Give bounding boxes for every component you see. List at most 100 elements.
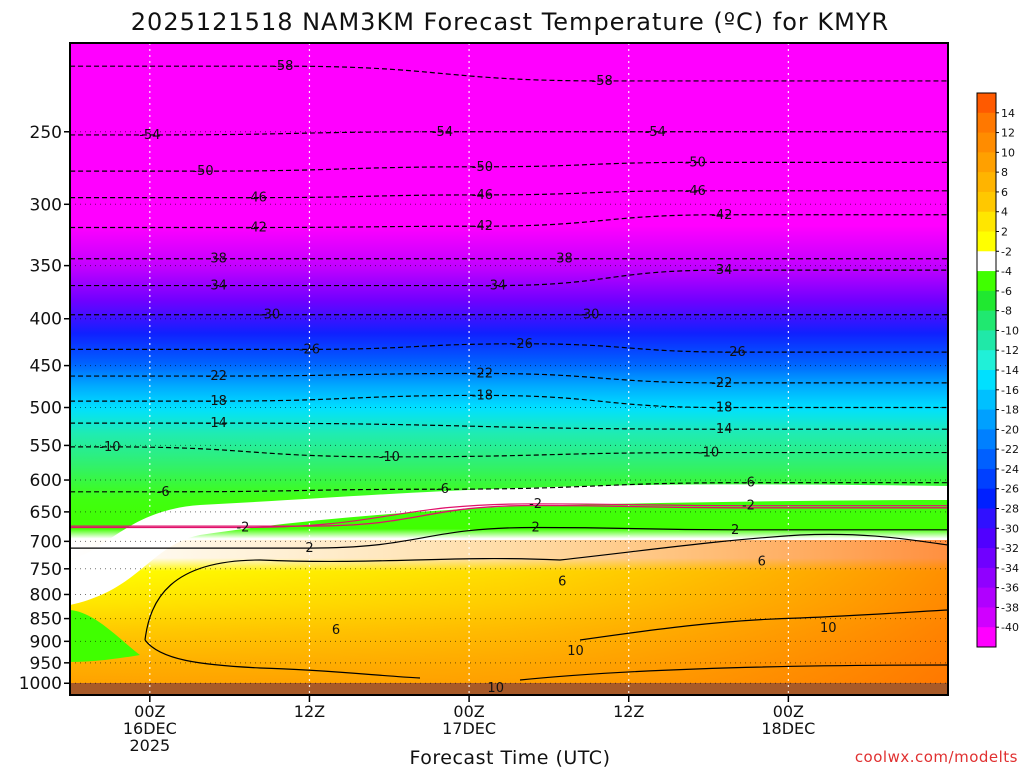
credit-link[interactable]: coolwx.com/modelts xyxy=(855,748,1018,766)
x-tick-label: 18DEC xyxy=(761,719,815,738)
isotherm-line xyxy=(70,526,948,549)
isotherm-6-line xyxy=(144,533,948,641)
colorbar-label: -18 xyxy=(1001,404,1019,417)
plot-frame xyxy=(69,42,949,696)
isotherm-label: -10 xyxy=(379,450,400,465)
y-tick-label: 650 xyxy=(30,503,62,523)
colorbar-label: -36 xyxy=(1001,582,1019,595)
x-axis-label: Forecast Time (UTC) xyxy=(410,747,611,768)
isotherm-label: -50 xyxy=(192,164,213,179)
y-tick-label: 300 xyxy=(30,195,62,215)
isotherm-label: -26 xyxy=(725,345,746,360)
colorbar-swatch xyxy=(977,508,996,529)
isotherm-label: -54 xyxy=(645,125,666,140)
colorbar-label: -34 xyxy=(1001,562,1019,575)
colorbar-label: 2 xyxy=(1001,226,1008,239)
isotherm-label: 10 xyxy=(487,681,504,696)
isotherm-line xyxy=(70,422,948,430)
colorbar-label: -12 xyxy=(1001,344,1019,357)
isotherm-label: -6 xyxy=(742,476,755,491)
colorbar-swatch xyxy=(977,172,996,193)
isotherm-label: -18 xyxy=(711,401,732,416)
isotherm-label: -22 xyxy=(711,376,732,391)
y-tick-label: 700 xyxy=(30,532,62,552)
isotherm-label: -42 xyxy=(246,220,267,235)
isotherm-label: -50 xyxy=(472,160,493,175)
colorbar-label: -14 xyxy=(1001,364,1019,377)
colorbar-swatch xyxy=(977,350,996,371)
ground-strip xyxy=(70,683,948,695)
isotherm-label: -54 xyxy=(432,125,453,140)
isotherm-label: -14 xyxy=(711,422,732,437)
y-tick-label: 850 xyxy=(30,610,62,630)
colorbar-label: 4 xyxy=(1001,206,1008,219)
isotherm-label: 10 xyxy=(820,621,837,636)
colorbar-label: -24 xyxy=(1001,463,1019,476)
colorbar-label: 14 xyxy=(1001,107,1015,120)
isotherm-line xyxy=(70,161,948,172)
isotherm-label: -14 xyxy=(206,416,227,431)
isotherm-label: -22 xyxy=(206,369,227,384)
cold-pocket xyxy=(70,610,140,662)
isotherm-line xyxy=(70,372,948,384)
y-tick-label: 250 xyxy=(30,123,62,143)
y-tick-label: 550 xyxy=(30,436,62,456)
y-tick-label: 400 xyxy=(30,310,62,330)
y-tick-label: 1000 xyxy=(19,674,62,694)
y-axis: 2503003504004505005506006507007508008509… xyxy=(19,123,70,694)
isotherm-label: -34 xyxy=(206,279,227,294)
isotherm-label: -34 xyxy=(711,263,732,278)
x-tick-label: 12Z xyxy=(294,702,325,721)
isotherm-line xyxy=(70,503,948,529)
colorbar-swatch xyxy=(977,567,996,589)
isotherm-line xyxy=(70,190,948,199)
isotherm-label: -30 xyxy=(259,308,280,323)
isotherm-label: -58 xyxy=(272,59,293,74)
colorbar-swatch xyxy=(977,488,996,509)
colorbar-label: -16 xyxy=(1001,384,1019,397)
x-tick-label: 16DEC xyxy=(123,719,177,738)
y-tick-label: 600 xyxy=(30,471,62,491)
colorbar-label: -8 xyxy=(1001,305,1012,318)
y-tick-label: 950 xyxy=(30,654,62,674)
colorbar-label: -22 xyxy=(1001,443,1019,456)
colorbar-label: -32 xyxy=(1001,542,1019,555)
colorbar-swatch xyxy=(977,370,996,391)
colorbar-swatch xyxy=(977,310,996,331)
colorbar-swatch xyxy=(977,251,996,272)
isotherm-label: 6 xyxy=(758,554,766,569)
chart-title: 2025121518 NAM3KM Forecast Temperature (… xyxy=(131,8,889,36)
isotherm-label: -2 xyxy=(529,497,542,512)
y-tick-label: 900 xyxy=(30,632,62,652)
colorbar-swatch xyxy=(977,429,996,450)
colorbar-legend: 14 12 10 8 6 4 2 -2 -4 -6 -8 -10 -12 -14 -16 -18 -20 -22 -… xyxy=(976,92,1019,648)
isotherm-line xyxy=(70,446,948,458)
y-tick-label: 750 xyxy=(30,560,62,580)
isotherm-labels: -58 -58 -54 -54 -54 -50 -50 -50 -46 -46 -46 -42 -42 -… xyxy=(99,59,837,696)
colorbar-swatch xyxy=(977,290,996,312)
isotherm-label: 2 xyxy=(305,541,313,556)
isotherm-label: -30 xyxy=(578,308,599,323)
y-tick-label: 800 xyxy=(30,585,62,605)
freezing-level-line xyxy=(70,504,948,527)
isotherm-line xyxy=(70,65,948,82)
colorbar-swatch xyxy=(977,191,996,213)
isotherm-6-lower-line xyxy=(144,639,421,679)
x-tick-label: 17DEC xyxy=(442,719,496,738)
colorbar-swatch xyxy=(977,132,996,153)
colorbar-label: -40 xyxy=(1001,621,1019,634)
colorbar-label: -28 xyxy=(1001,503,1019,516)
y-tick-label: 450 xyxy=(30,357,62,377)
isotherm-label: 6 xyxy=(558,574,566,589)
colorbar-label: 12 xyxy=(1001,127,1015,140)
isotherm-10-lower-line xyxy=(519,664,948,681)
colorbar-label: 10 xyxy=(1001,146,1015,159)
isotherm-label: -38 xyxy=(206,252,227,267)
isotherm-label: -54 xyxy=(139,128,160,143)
x-tick-label: 00Z xyxy=(773,702,804,721)
colorbar-swatch xyxy=(977,409,996,430)
colorbar-swatch xyxy=(977,231,996,252)
isotherm-label: -10 xyxy=(698,446,719,461)
isotherm-label: -6 xyxy=(436,482,449,497)
isotherm-line xyxy=(70,269,948,287)
